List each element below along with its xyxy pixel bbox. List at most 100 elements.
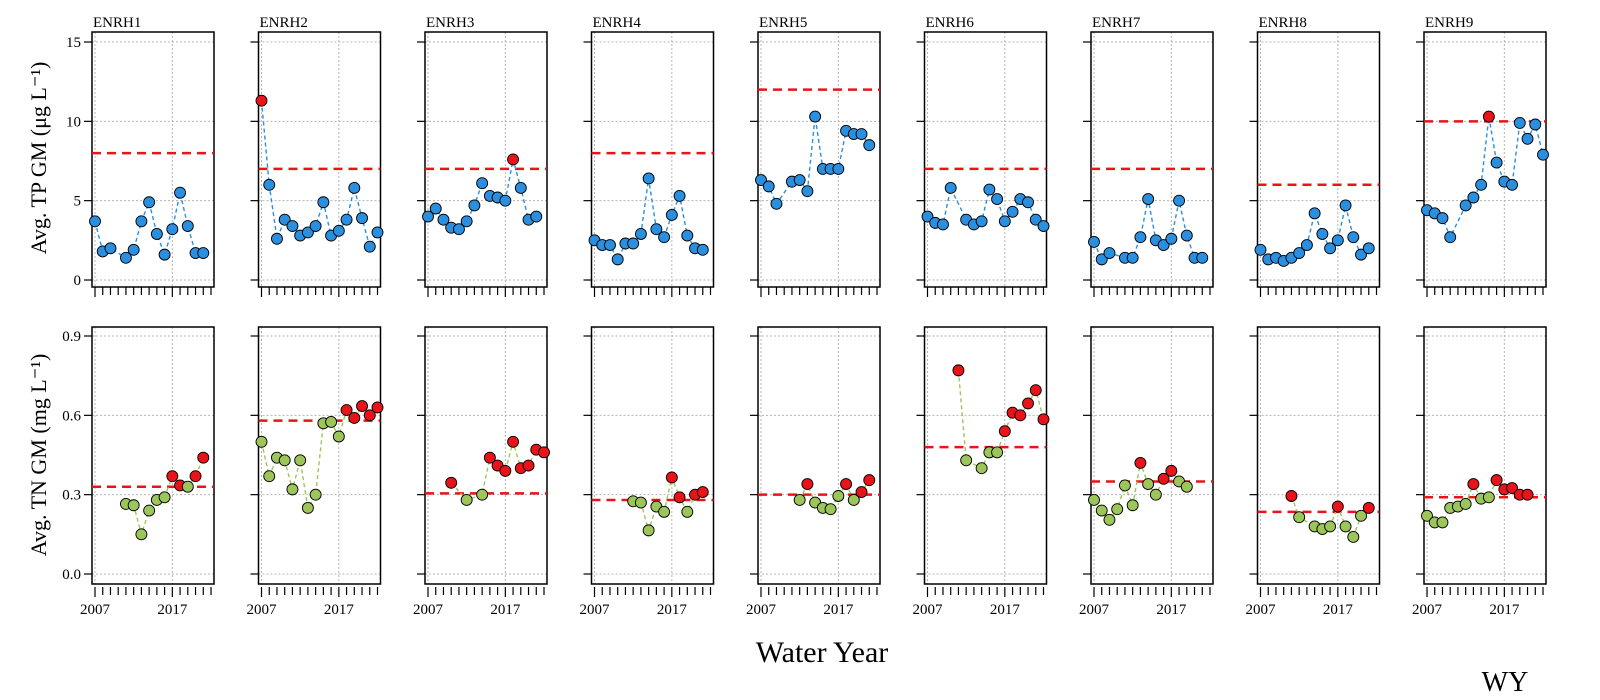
tn-y-axis-label: Avg. TN GM (mg L⁻¹) xyxy=(26,354,51,557)
data-point xyxy=(271,232,283,245)
data-point xyxy=(611,253,624,266)
data-point xyxy=(1118,479,1131,492)
tn-plot: 2007 2017 xyxy=(1412,326,1547,618)
data-point xyxy=(1339,199,1352,212)
data-point xyxy=(286,483,299,496)
data-point xyxy=(627,237,640,250)
y-tick-label: 0.0 xyxy=(62,567,81,583)
data-point xyxy=(476,177,489,190)
data-point xyxy=(840,478,853,491)
data-point xyxy=(863,474,876,487)
data-point xyxy=(468,199,481,212)
tp-plot: 0 5 10 15 xyxy=(66,31,215,297)
x-tick-label: 2007 xyxy=(1412,602,1443,618)
plot-frame xyxy=(923,31,1048,288)
x-tick-label: 2017 xyxy=(823,602,854,618)
plot-frame xyxy=(1423,31,1547,288)
data-point xyxy=(429,202,442,215)
plot-frame xyxy=(757,31,881,288)
y-tick-label: 0 xyxy=(74,273,82,289)
data-point xyxy=(650,223,663,236)
data-point xyxy=(673,491,686,504)
data-point xyxy=(460,215,473,228)
data-point xyxy=(1436,516,1449,529)
tp-plot xyxy=(250,31,384,297)
data-point xyxy=(340,404,353,416)
y-tick-label: 0.9 xyxy=(62,329,81,345)
tp-plot xyxy=(417,31,548,297)
data-point xyxy=(801,185,814,198)
data-point xyxy=(1521,132,1534,145)
data-point xyxy=(960,454,973,467)
data-point xyxy=(127,499,140,512)
data-point xyxy=(1459,199,1472,212)
data-point xyxy=(983,183,996,196)
data-point xyxy=(166,470,179,483)
data-point xyxy=(332,430,345,443)
y-tick-label: 5 xyxy=(74,194,82,210)
x-tick-label: 2017 xyxy=(1489,602,1520,618)
tn-plot: 2007 2017 xyxy=(1246,326,1381,618)
y-tick-label: 0.3 xyxy=(62,488,81,504)
data-point xyxy=(197,247,210,259)
data-point xyxy=(507,435,520,448)
data-point xyxy=(104,242,117,255)
data-point xyxy=(762,180,775,193)
data-point xyxy=(1324,520,1337,533)
data-point xyxy=(937,218,949,231)
plot-frame xyxy=(1256,31,1381,288)
data-point xyxy=(255,94,268,107)
data-point xyxy=(1521,488,1534,501)
tp-plot xyxy=(1083,31,1214,297)
data-point xyxy=(309,220,322,233)
site-title: ENRH6 xyxy=(926,15,975,31)
data-point xyxy=(1142,193,1155,206)
data-point xyxy=(847,494,860,506)
data-point xyxy=(1339,520,1352,533)
data-point xyxy=(1293,511,1306,524)
data-point xyxy=(1022,397,1034,410)
data-point xyxy=(681,229,694,242)
site-title: ENRH4 xyxy=(593,15,642,31)
data-point xyxy=(991,446,1004,459)
plot-frame xyxy=(1090,31,1214,288)
data-point xyxy=(158,248,171,261)
data-point xyxy=(522,459,535,472)
plot-frame xyxy=(257,31,382,288)
data-point xyxy=(1285,490,1298,502)
plot-frame xyxy=(590,31,715,288)
data-point xyxy=(119,251,132,264)
data-point xyxy=(135,528,148,541)
data-point xyxy=(1355,248,1367,261)
plot-frame xyxy=(1256,326,1381,585)
data-point xyxy=(127,243,140,256)
data-point xyxy=(158,491,171,504)
x-tick-label: 2017 xyxy=(157,602,188,618)
data-point xyxy=(673,189,686,202)
data-point xyxy=(150,228,163,240)
data-point xyxy=(998,215,1011,228)
data-point xyxy=(921,210,934,223)
data-point xyxy=(1029,384,1042,397)
data-point xyxy=(944,182,957,194)
x-tick-label: 2007 xyxy=(746,602,777,618)
data-point xyxy=(1126,251,1139,264)
data-point xyxy=(181,480,194,493)
y-tick-label: 10 xyxy=(66,114,81,130)
data-point xyxy=(483,451,496,464)
data-point xyxy=(832,162,845,175)
data-point xyxy=(1196,251,1209,264)
data-point xyxy=(1444,231,1457,244)
plot-frame xyxy=(257,326,382,585)
data-point xyxy=(1324,242,1337,255)
data-point xyxy=(1436,212,1449,225)
data-point xyxy=(634,228,647,240)
data-point xyxy=(356,212,368,225)
data-point xyxy=(197,451,210,464)
x-tick-label: 2017 xyxy=(1323,602,1354,618)
data-point xyxy=(363,409,376,422)
tn-plot: 2007 2017 xyxy=(413,326,550,618)
data-point xyxy=(991,193,1004,206)
data-point xyxy=(263,178,276,191)
data-point xyxy=(1506,178,1519,191)
